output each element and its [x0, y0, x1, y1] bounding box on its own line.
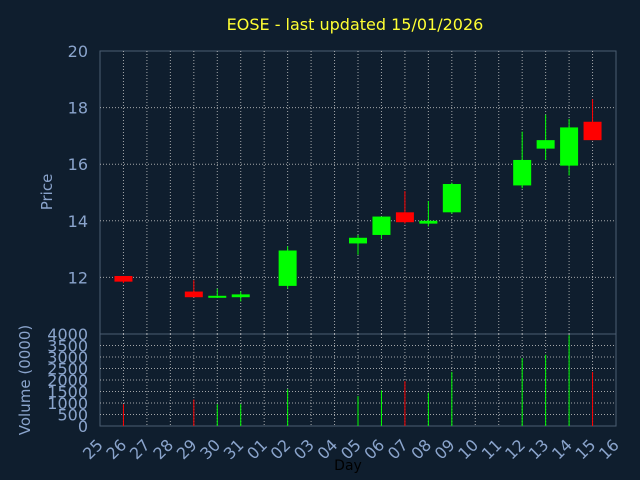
x-axis-title: Day	[334, 458, 362, 474]
volume-tick-label: 2500	[47, 360, 88, 379]
candle-body	[349, 237, 367, 244]
candle-body	[583, 121, 602, 141]
price-grid	[100, 51, 616, 334]
candle-body	[184, 291, 203, 298]
volume-tick-label: 4000	[47, 325, 88, 344]
volume-tick-label: 3000	[47, 348, 88, 367]
volume-tick-label: 3500	[47, 337, 88, 356]
candle-body	[560, 127, 579, 166]
candle-body	[231, 294, 250, 298]
x-tick-label: 16	[595, 435, 623, 463]
candle-body	[419, 220, 438, 224]
candle-body	[395, 212, 414, 223]
volume-tick-label: 2000	[47, 371, 88, 390]
price-tick-label: 20	[68, 42, 88, 61]
candle-body	[536, 140, 555, 149]
volume-tick-label: 0	[78, 417, 88, 436]
volume-bars	[122, 335, 594, 426]
candle-body	[208, 295, 227, 298]
price-tick-label: 18	[68, 99, 88, 118]
candle-body	[278, 250, 297, 286]
candles	[114, 99, 602, 302]
price-tick-label: 14	[68, 212, 88, 231]
price-tick-label: 12	[68, 268, 88, 287]
price-axis-title: Price	[38, 174, 56, 211]
volume-tick-label: 500	[57, 406, 88, 425]
volume-grid	[100, 334, 616, 426]
price-y-ticks: 12 14 16 18 20	[68, 42, 88, 287]
volume-tick-label: 1500	[47, 383, 88, 402]
candle-body	[442, 184, 461, 213]
chart-title: EOSE - last updated 15/01/2026	[227, 15, 484, 34]
volume-axis-title: Volume (0000)	[16, 325, 34, 435]
candle-body	[114, 275, 133, 282]
volume-tick-label: 1000	[47, 394, 88, 413]
candle-body	[372, 216, 391, 235]
price-tick-label: 16	[68, 155, 88, 174]
candle-body	[513, 159, 532, 186]
